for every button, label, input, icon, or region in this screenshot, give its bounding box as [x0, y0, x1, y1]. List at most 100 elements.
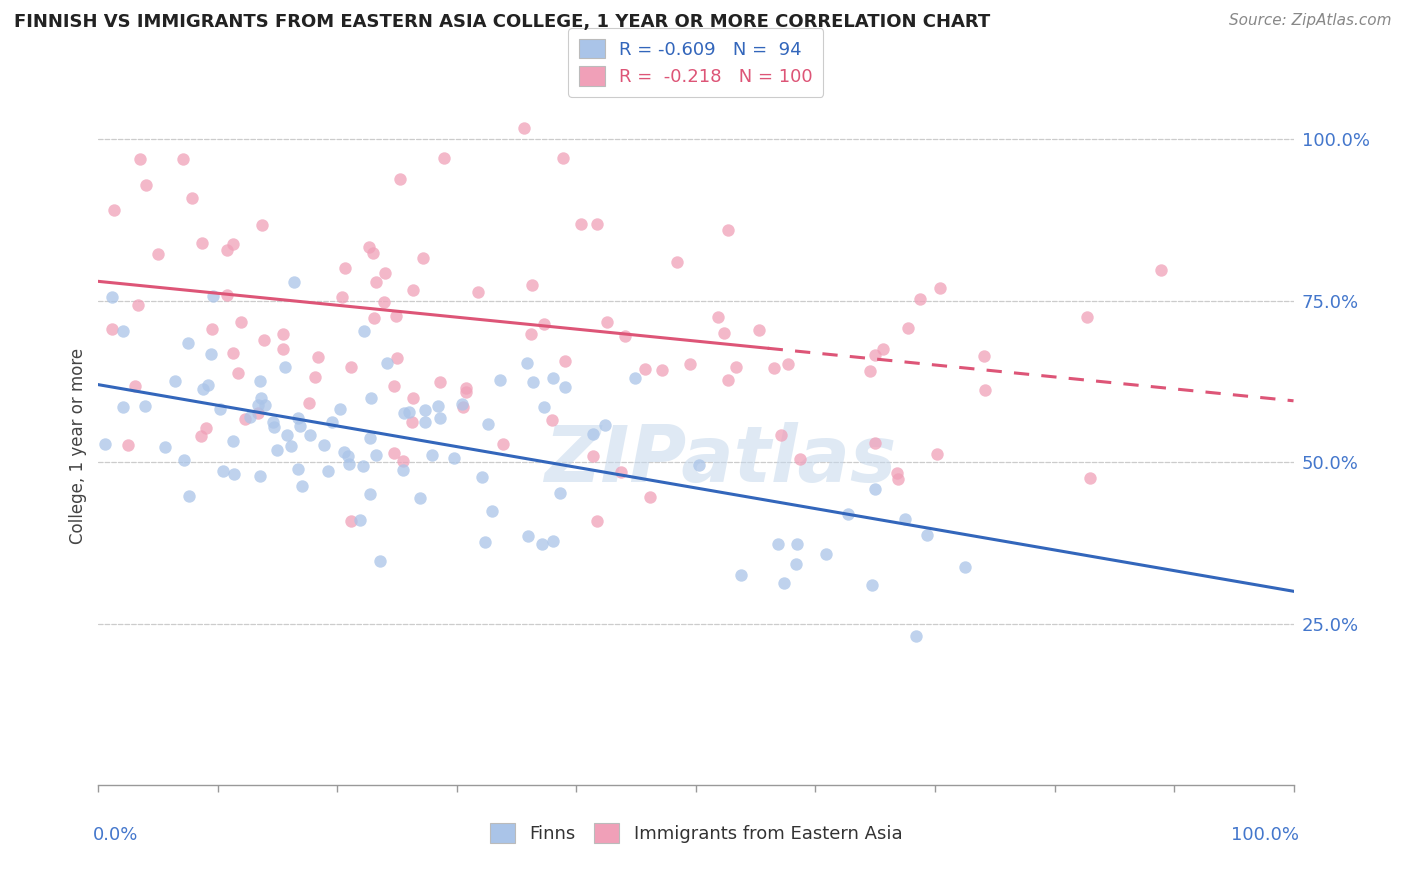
- Point: [201, 289, 224, 303]
- Point: [541, 534, 564, 549]
- Point: [427, 399, 450, 413]
- Point: [304, 369, 326, 384]
- Point: [471, 469, 494, 483]
- Point: [262, 415, 284, 429]
- Text: 100.0%: 100.0%: [1232, 826, 1299, 844]
- Point: [215, 287, 238, 301]
- Point: [531, 537, 554, 551]
- Point: [516, 355, 538, 369]
- Point: [368, 554, 391, 568]
- Point: [389, 172, 412, 186]
- Point: [366, 275, 388, 289]
- Point: [271, 326, 294, 341]
- Point: [201, 322, 224, 336]
- Point: [860, 578, 883, 592]
- Point: [190, 235, 212, 250]
- Point: [194, 421, 217, 435]
- Point: [226, 367, 249, 381]
- Point: [451, 400, 474, 414]
- Point: [433, 151, 456, 165]
- Point: [634, 362, 657, 376]
- Point: [224, 467, 246, 482]
- Point: [249, 469, 271, 483]
- Point: [287, 411, 309, 425]
- Point: [451, 397, 474, 411]
- Y-axis label: College, 1 year or more: College, 1 year or more: [69, 348, 87, 544]
- Text: FINNISH VS IMMIGRANTS FROM EASTERN ASIA COLLEGE, 1 YEAR OR MORE CORRELATION CHAR: FINNISH VS IMMIGRANTS FROM EASTERN ASIA …: [14, 13, 990, 31]
- Point: [222, 236, 245, 251]
- Point: [1150, 263, 1173, 277]
- Point: [382, 445, 405, 459]
- Point: [283, 275, 305, 289]
- Point: [361, 245, 384, 260]
- Point: [375, 356, 398, 370]
- Point: [352, 459, 374, 474]
- Point: [312, 437, 335, 451]
- Point: [337, 457, 360, 471]
- Point: [678, 357, 700, 371]
- Point: [384, 309, 406, 323]
- Point: [786, 537, 808, 551]
- Point: [333, 261, 356, 276]
- Point: [955, 560, 977, 574]
- Point: [412, 251, 434, 265]
- Point: [353, 324, 375, 338]
- Point: [474, 535, 496, 549]
- Point: [454, 384, 477, 399]
- Point: [124, 379, 146, 393]
- Point: [624, 371, 647, 385]
- Point: [413, 403, 436, 417]
- Point: [402, 392, 425, 406]
- Point: [477, 417, 499, 431]
- Point: [250, 391, 273, 405]
- Point: [359, 431, 381, 445]
- Point: [129, 152, 152, 166]
- Point: [533, 318, 555, 332]
- Point: [522, 375, 544, 389]
- Point: [815, 547, 838, 561]
- Point: [408, 491, 430, 505]
- Point: [222, 434, 245, 449]
- Point: [134, 400, 156, 414]
- Point: [872, 342, 894, 356]
- Legend: Finns, Immigrants from Eastern Asia: Finns, Immigrants from Eastern Asia: [482, 816, 910, 850]
- Point: [222, 346, 245, 360]
- Point: [382, 378, 405, 392]
- Point: [550, 485, 572, 500]
- Point: [307, 350, 329, 364]
- Point: [253, 333, 276, 347]
- Point: [111, 324, 134, 338]
- Point: [321, 415, 343, 429]
- Point: [724, 359, 747, 374]
- Point: [249, 374, 271, 388]
- Point: [456, 380, 478, 394]
- Point: [489, 373, 512, 387]
- Point: [177, 335, 200, 350]
- Point: [246, 399, 269, 413]
- Point: [413, 415, 436, 429]
- Point: [197, 378, 219, 392]
- Point: [973, 350, 995, 364]
- Point: [928, 281, 950, 295]
- Point: [541, 371, 564, 385]
- Point: [401, 415, 423, 429]
- Point: [328, 402, 350, 417]
- Point: [789, 452, 811, 467]
- Point: [707, 310, 730, 324]
- Point: [253, 398, 276, 412]
- Point: [271, 342, 294, 356]
- Point: [112, 401, 135, 415]
- Point: [596, 315, 619, 329]
- Point: [94, 437, 117, 451]
- Point: [893, 512, 915, 526]
- Point: [569, 217, 592, 231]
- Point: [904, 629, 927, 643]
- Point: [614, 329, 637, 343]
- Point: [153, 440, 176, 454]
- Point: [586, 217, 609, 231]
- Point: [516, 529, 538, 543]
- Point: [638, 490, 661, 504]
- Point: [339, 514, 361, 528]
- Point: [209, 401, 232, 416]
- Point: [165, 374, 187, 388]
